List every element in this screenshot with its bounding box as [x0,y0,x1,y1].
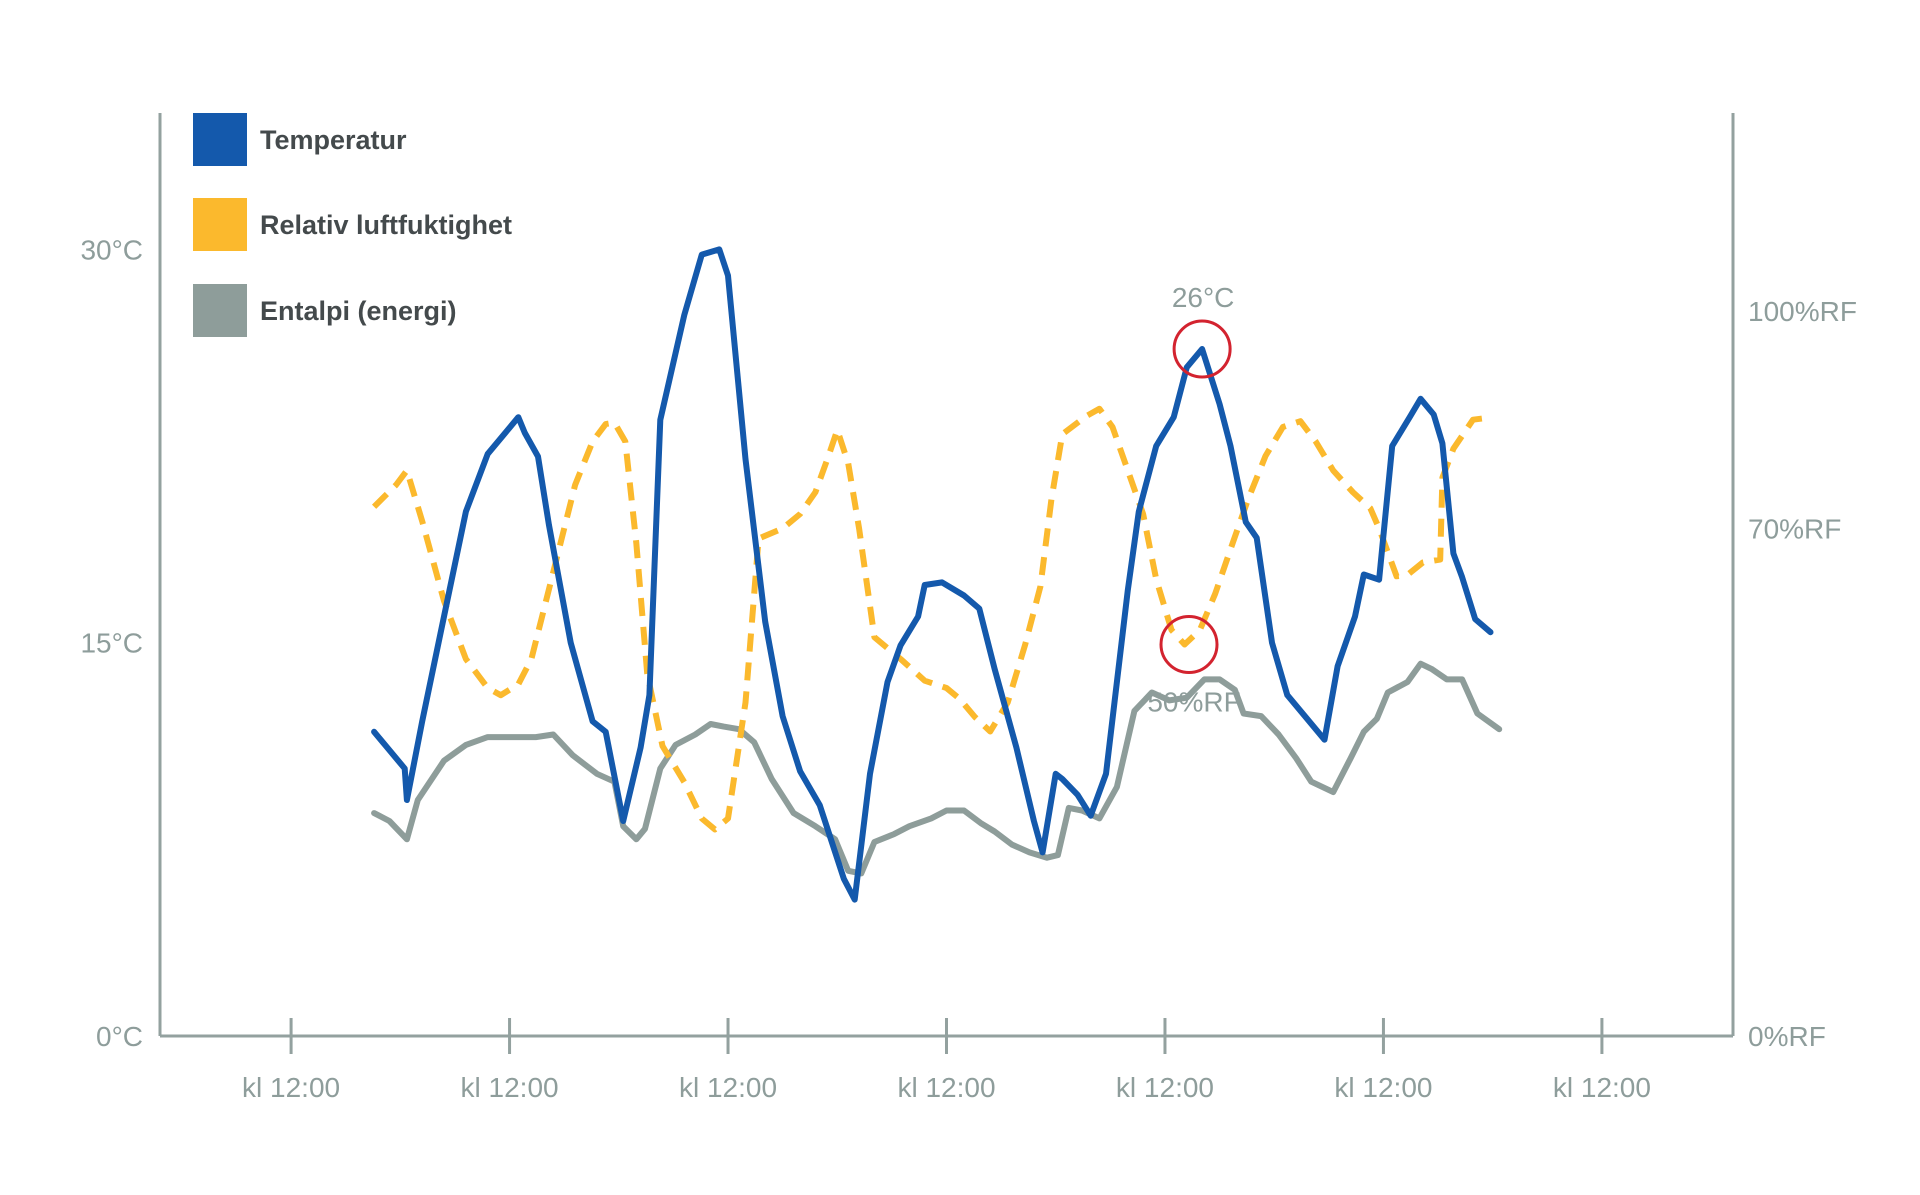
series-line-relativ-luftfuktighet [371,405,1491,833]
series-line-entalpi [371,660,1503,877]
x-tick-label: kl 12:00 [1334,1072,1432,1103]
y-left-tick-label: 0°C [96,1021,143,1052]
x-tick-label: kl 12:00 [1553,1072,1651,1103]
x-tick-label: kl 12:00 [461,1072,559,1103]
annotation-circle [1159,614,1219,674]
legend-swatch-relativ-luftfuktighet [193,198,247,251]
x-tick-label: kl 12:00 [1116,1072,1214,1103]
legend-swatch-temperatur [193,113,247,166]
legend-swatch-entalpi [193,284,247,337]
legend-label-entalpi: Entalpi (energi) [260,296,457,326]
y-right-tick-label: 70%RF [1748,513,1841,544]
annotations: 26°C 50%RF [1147,282,1240,717]
y-right-tick-label: 0%RF [1748,1021,1826,1052]
x-tick-label: kl 12:00 [897,1072,995,1103]
x-tick-label: kl 12:00 [242,1072,340,1103]
annotation-label: 26°C [1172,282,1235,313]
legend-label-relativ-luftfuktighet: Relativ luftfuktighet [260,210,512,240]
x-tick-label: kl 12:00 [679,1072,777,1103]
legend-label-temperatur: Temperatur [260,125,407,155]
annotation-label: 50%RF [1147,686,1240,717]
legend: Temperatur Relativ luftfuktighet Entalpi… [193,113,512,337]
series-line-temperatur [371,246,1494,903]
y-left-tick-label: 15°C [80,628,143,659]
annotation-circle [1172,319,1232,379]
y-left-tick-label: 30°C [80,234,143,265]
y-right-tick-label: 100%RF [1748,296,1857,327]
y-left-tick-labels: 0°C 15°C 30°C [80,234,143,1052]
y-right-tick-labels: 0%RF 70%RF 100%RF [1748,296,1857,1052]
x-ticks: kl 12:00 kl 12:00 kl 12:00 kl 12:00 kl 12:00… [242,1018,1651,1103]
